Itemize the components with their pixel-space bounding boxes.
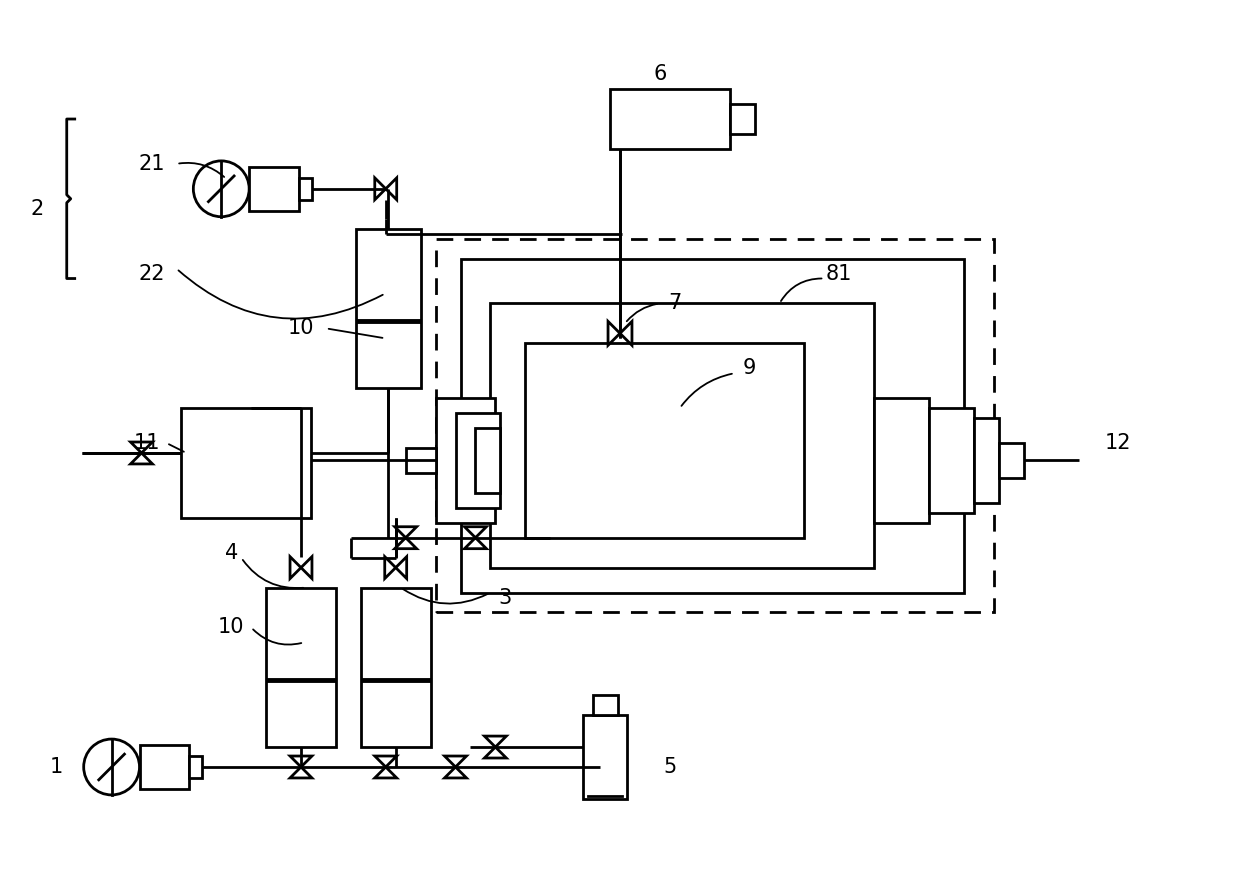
Bar: [475, 428, 501, 493]
Bar: [249, 167, 299, 210]
Bar: [973, 418, 998, 503]
Text: 5: 5: [663, 757, 677, 777]
Polygon shape: [374, 767, 397, 778]
Polygon shape: [445, 767, 466, 778]
Bar: [435, 398, 496, 523]
Polygon shape: [394, 538, 417, 549]
Bar: [729, 104, 755, 134]
Bar: [181, 408, 311, 518]
Polygon shape: [290, 767, 312, 778]
Text: 12: 12: [1105, 433, 1132, 453]
Bar: [998, 443, 1024, 478]
Text: 11: 11: [133, 433, 160, 453]
Polygon shape: [465, 538, 486, 549]
Text: 6: 6: [653, 64, 667, 84]
Polygon shape: [384, 557, 396, 579]
Bar: [140, 745, 190, 789]
Bar: [405, 448, 435, 473]
Bar: [361, 588, 430, 747]
Polygon shape: [396, 557, 407, 579]
Text: 7: 7: [668, 293, 682, 313]
Text: 4: 4: [224, 543, 238, 563]
Bar: [874, 398, 929, 523]
Circle shape: [83, 739, 140, 795]
Bar: [299, 178, 312, 200]
Bar: [356, 229, 420, 388]
Polygon shape: [485, 747, 506, 758]
Polygon shape: [374, 756, 397, 767]
Bar: [929, 408, 973, 512]
Polygon shape: [130, 442, 153, 453]
Bar: [455, 413, 501, 508]
Bar: [267, 588, 336, 747]
Bar: [593, 694, 618, 715]
Polygon shape: [445, 756, 466, 767]
Bar: [460, 258, 963, 592]
Text: 10: 10: [218, 617, 244, 638]
Bar: [610, 89, 729, 149]
Polygon shape: [374, 178, 386, 200]
Text: 9: 9: [743, 358, 756, 378]
Bar: [435, 239, 993, 613]
Text: 1: 1: [50, 757, 63, 777]
Circle shape: [193, 161, 249, 217]
Text: 21: 21: [138, 154, 165, 174]
Polygon shape: [130, 453, 153, 464]
Polygon shape: [386, 178, 397, 200]
Text: 3: 3: [498, 588, 512, 607]
Text: 10: 10: [288, 319, 314, 338]
Text: 22: 22: [138, 264, 165, 283]
Polygon shape: [290, 756, 312, 767]
Polygon shape: [301, 557, 312, 579]
Polygon shape: [608, 321, 620, 345]
Bar: [583, 715, 627, 799]
Bar: [490, 304, 874, 567]
Text: 2: 2: [30, 199, 43, 218]
Polygon shape: [485, 736, 506, 747]
Polygon shape: [394, 527, 417, 538]
Polygon shape: [465, 527, 486, 538]
Bar: [526, 344, 805, 538]
Polygon shape: [290, 557, 301, 579]
Polygon shape: [620, 321, 632, 345]
Bar: [190, 756, 202, 778]
Text: 81: 81: [826, 264, 852, 283]
